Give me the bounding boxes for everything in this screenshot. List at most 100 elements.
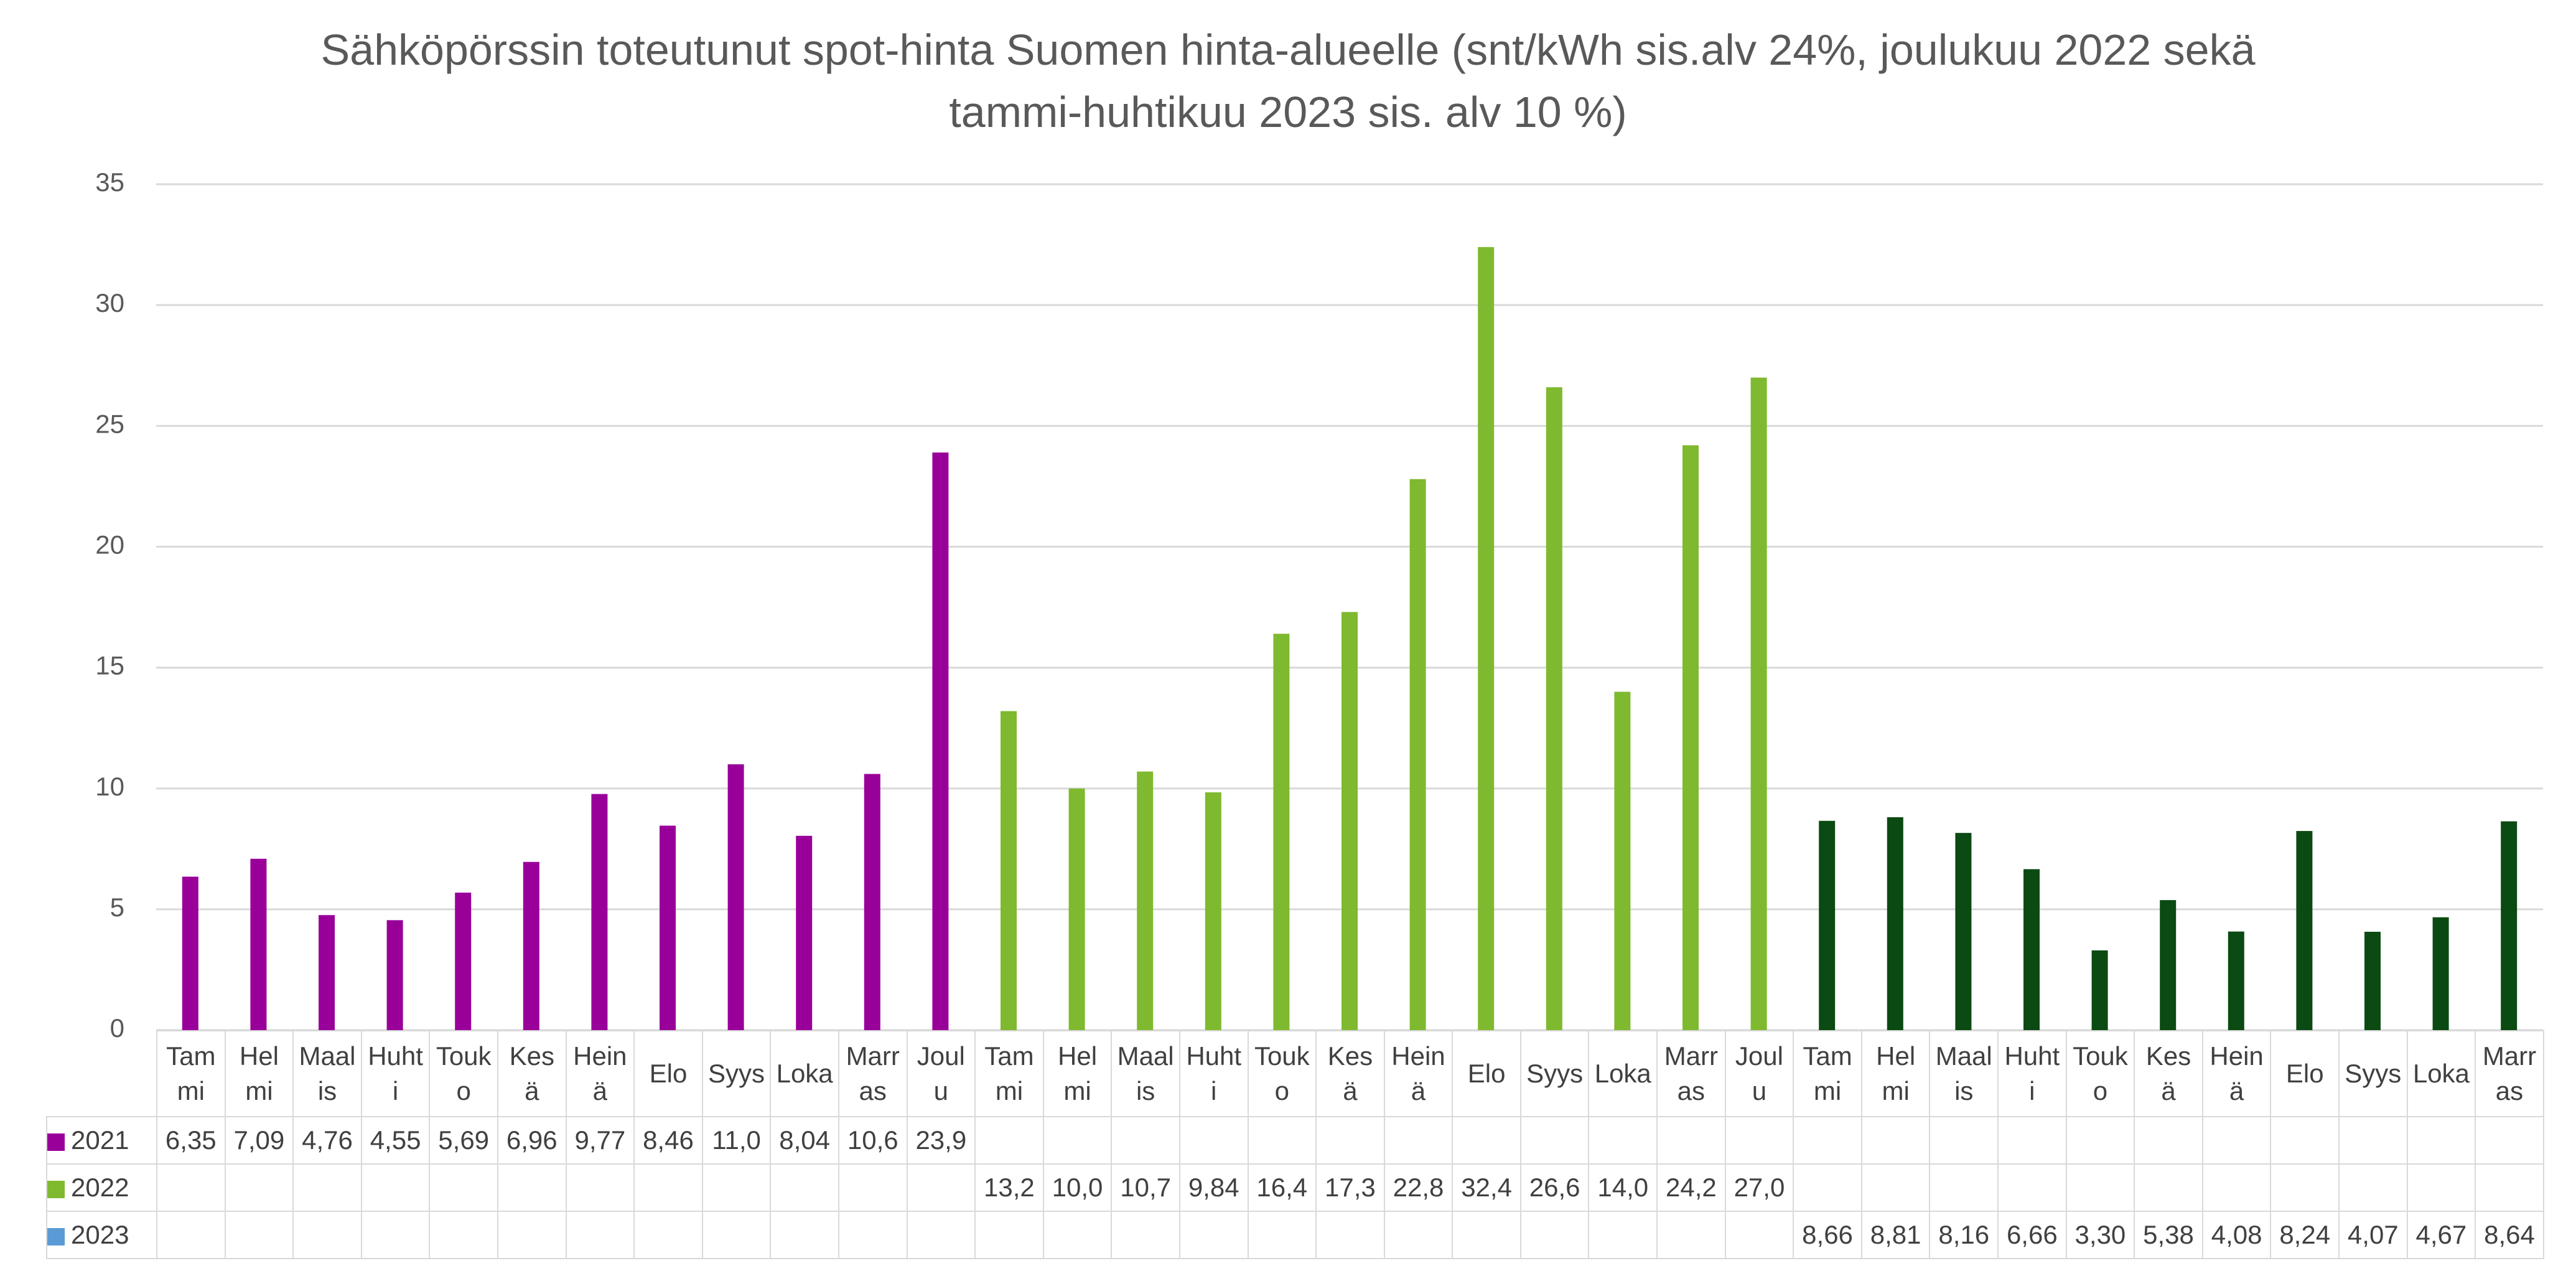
x-tick-label: Joulu — [1724, 1030, 1794, 1117]
bar — [2023, 869, 2040, 1030]
x-tick-label: Elo — [2270, 1030, 2340, 1117]
bar — [660, 825, 676, 1030]
data-label — [974, 1116, 1044, 1165]
data-label: 5,38 — [2134, 1211, 2203, 1259]
data-label — [2270, 1163, 2340, 1212]
y-tick-label: 35 — [95, 167, 124, 197]
data-label: 8,64 — [2475, 1211, 2544, 1259]
x-tick-label: Huhti — [1997, 1030, 2067, 1117]
data-label — [974, 1211, 1044, 1259]
bar — [1273, 634, 1290, 1030]
data-label: 23,9 — [906, 1116, 976, 1165]
data-label — [156, 1211, 226, 1259]
x-tick-label: Helmi — [1042, 1030, 1113, 1117]
bar — [1409, 479, 1426, 1030]
data-label — [2270, 1116, 2340, 1165]
bar — [182, 876, 198, 1030]
data-label — [2475, 1163, 2544, 1212]
data-label: 32,4 — [1452, 1163, 1521, 1212]
data-label: 10,7 — [1111, 1163, 1180, 1212]
data-label — [1997, 1116, 2067, 1165]
x-tick-label: Heinä — [1383, 1030, 1454, 1117]
bar — [1955, 833, 1972, 1030]
data-label — [1178, 1116, 1249, 1165]
data-label — [360, 1211, 431, 1259]
x-tick-label: Maalis — [1929, 1030, 1999, 1117]
bar — [1682, 445, 1699, 1030]
y-tick-label: 15 — [95, 651, 124, 680]
bar — [932, 452, 949, 1030]
x-tick-label: Elo — [1452, 1030, 1521, 1117]
x-tick-label: Joulu — [906, 1030, 976, 1117]
x-tick-label: Heinä — [565, 1030, 635, 1117]
x-tick-label: Kesä — [1315, 1030, 1385, 1117]
data-label: 9,84 — [1178, 1163, 1249, 1212]
data-label — [770, 1163, 839, 1212]
data-label — [1042, 1211, 1113, 1259]
data-label: 11,0 — [701, 1116, 772, 1165]
bar — [796, 835, 813, 1030]
data-label — [633, 1211, 703, 1259]
x-tick-label: Syys — [2338, 1030, 2408, 1117]
y-tick-label: 25 — [95, 409, 124, 438]
legend-key — [48, 1180, 65, 1198]
data-label: 8,66 — [1793, 1211, 1862, 1259]
data-label — [1793, 1116, 1862, 1165]
data-label: 26,6 — [1519, 1163, 1590, 1212]
data-label — [2201, 1116, 2272, 1165]
data-label — [2406, 1116, 2476, 1165]
data-label — [565, 1211, 635, 1259]
data-label: 8,46 — [633, 1116, 703, 1165]
data-label — [2338, 1163, 2408, 1212]
y-tick-label: 20 — [95, 530, 124, 560]
data-label: 14,0 — [1588, 1163, 1658, 1212]
data-label: 8,04 — [770, 1116, 839, 1165]
data-label — [2475, 1116, 2544, 1165]
bar — [1887, 817, 1903, 1030]
x-tick-label: Heinä — [2201, 1030, 2272, 1117]
data-label — [1247, 1211, 1317, 1259]
data-label — [838, 1163, 908, 1212]
chart-title: Sähköpörssin toteutunut spot-hinta Suome… — [320, 26, 2256, 136]
series-row: 2022 13,2 10,0 10,7 9,84 16,4 17,3 22,8 32,4 26,6… — [46, 1163, 2544, 1212]
data-label — [1315, 1211, 1385, 1259]
data-label — [2201, 1163, 2272, 1212]
data-label: 5,69 — [429, 1116, 498, 1165]
data-label — [292, 1163, 362, 1212]
data-label — [770, 1211, 839, 1259]
x-tick-label: Huhti — [1178, 1030, 1249, 1117]
data-label — [224, 1211, 294, 1259]
x-tick-label: Tammi — [1793, 1030, 1862, 1117]
data-label — [429, 1163, 498, 1212]
data-label — [1860, 1163, 1931, 1212]
series-row: 2021 6,35 7,09 4,76 4,55 5,69 6,96 9,77 8,46 11,0… — [46, 1116, 2544, 1165]
data-label: 8,16 — [1929, 1211, 1999, 1259]
data-label — [1111, 1211, 1180, 1259]
legend-entry: 2022 — [46, 1163, 157, 1212]
data-label: 8,24 — [2270, 1211, 2340, 1259]
data-label — [497, 1163, 567, 1212]
bar — [2501, 821, 2518, 1030]
y-tick-label: 30 — [95, 288, 124, 317]
x-tick-label: Touko — [2065, 1030, 2135, 1117]
data-label — [2134, 1163, 2203, 1212]
data-label: 4,08 — [2201, 1211, 2272, 1259]
data-label — [1519, 1116, 1590, 1165]
x-tick-label: Kesä — [497, 1030, 567, 1117]
data-label: 22,8 — [1383, 1163, 1454, 1212]
data-label — [906, 1163, 976, 1212]
data-label — [429, 1211, 498, 1259]
x-tick-label: Kesä — [2134, 1030, 2203, 1117]
data-label — [1111, 1116, 1180, 1165]
data-label — [701, 1163, 772, 1212]
legend-label: 2021 — [71, 1125, 129, 1155]
x-tick-label: Loka — [770, 1030, 839, 1117]
data-label — [497, 1211, 567, 1259]
data-label — [1042, 1116, 1113, 1165]
data-label — [1383, 1116, 1454, 1165]
data-label — [1315, 1116, 1385, 1165]
data-label: 8,81 — [1860, 1211, 1931, 1259]
bar — [1750, 377, 1767, 1030]
bar — [2228, 931, 2244, 1030]
